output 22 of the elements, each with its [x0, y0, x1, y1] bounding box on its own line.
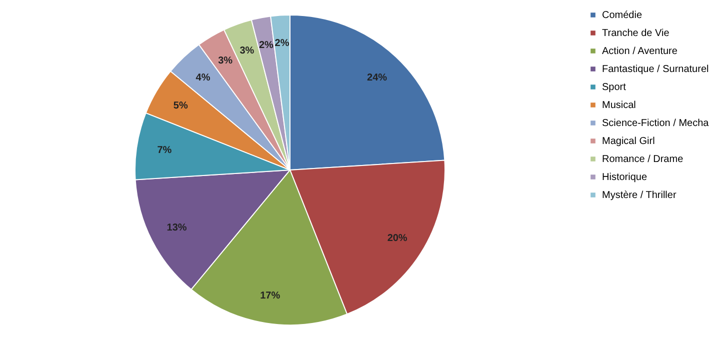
data-label: 17%: [260, 290, 280, 302]
legend-label: Tranche de Vie: [602, 28, 670, 39]
legend-label: Sport: [602, 82, 626, 93]
data-label: 24%: [367, 72, 388, 84]
legend-label: Comédie: [602, 10, 642, 21]
legend-label: Historique: [602, 172, 648, 183]
data-label: 13%: [166, 222, 187, 234]
data-label: 20%: [387, 233, 408, 244]
legend-label: Science-Fiction / Mecha: [602, 118, 710, 129]
legend-label: Mystère / Thriller: [602, 190, 677, 201]
legend-label: Action / Aventure: [602, 46, 678, 57]
data-label: 5%: [173, 100, 188, 112]
data-label: 2%: [258, 40, 274, 52]
data-label: 3%: [240, 45, 254, 56]
data-label: 2%: [274, 38, 290, 50]
legend-label: Fantastique / Surnaturel: [602, 64, 709, 75]
legend-label: Magical Girl: [602, 136, 655, 147]
data-label: 4%: [196, 72, 210, 84]
data-label: 7%: [157, 145, 172, 156]
legend-label: Musical: [602, 100, 636, 111]
legend-label: Romance / Drame: [602, 154, 684, 165]
data-label: 3%: [218, 56, 233, 67]
